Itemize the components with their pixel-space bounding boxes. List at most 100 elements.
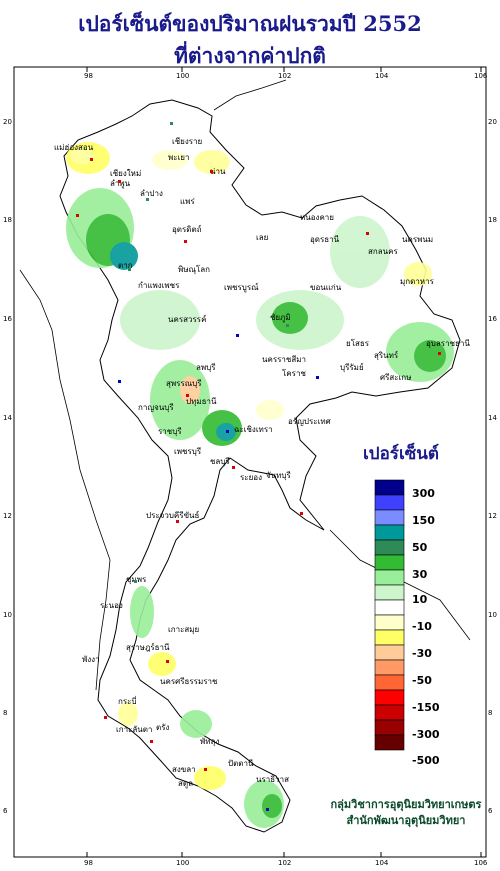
province-label: แพร่	[180, 197, 195, 206]
legend-swatch	[374, 584, 405, 601]
lat-tick-right: 10	[488, 611, 497, 619]
province-label: ปทุมธานี	[186, 397, 217, 406]
map-frame	[13, 66, 487, 858]
legend-swatch	[374, 539, 405, 556]
lon-tick-top: 102	[278, 72, 291, 80]
province-label: อุบลราชธานี	[426, 339, 470, 348]
province-label: ลำพูน	[110, 179, 131, 189]
province-label: ราชบุรี	[158, 427, 182, 436]
lon-tick-bottom: 98	[84, 859, 93, 867]
legend-color-bar	[374, 479, 405, 751]
province-label: จันทบุรี	[266, 471, 292, 480]
province-label: สตูล	[178, 779, 193, 789]
province-label: ลำปาง	[140, 189, 163, 198]
province-label: ชุมพร	[126, 575, 147, 584]
lat-tick-left: 14	[3, 414, 12, 422]
legend-swatch	[374, 479, 405, 496]
legend-swatch	[374, 629, 405, 646]
lat-tick-left: 12	[3, 512, 12, 520]
map-title-line1: เปอร์เซ็นต์ของปริมาณฝนรวมปี 2552	[78, 11, 422, 36]
province-label: กำแพงเพชร	[138, 281, 180, 290]
province-label: น่าน	[210, 167, 226, 176]
province-label: นราธิวาส	[256, 775, 289, 784]
province-labels: เชียงราย แม่ฮ่องสอน เชียงใหม่ พะเยา น่าน…	[54, 137, 470, 789]
province-label: อุตรดิตถ์	[172, 224, 202, 234]
lat-tick-left: 8	[3, 709, 7, 717]
lat-tick-left: 6	[3, 807, 8, 815]
province-label: ระยอง	[240, 473, 262, 482]
province-label: เลย	[256, 233, 268, 242]
lat-tick-right: 8	[488, 709, 492, 717]
province-label: เพชรบูรณ์	[224, 282, 259, 293]
lon-tick-bottom: 104	[375, 859, 389, 867]
province-label: พะเยา	[168, 153, 189, 162]
legend-swatch	[374, 659, 405, 676]
legend-title: เปอร์เซ็นต์	[363, 444, 439, 464]
lat-tick-right: 20	[488, 118, 497, 126]
legend-swatch	[374, 704, 405, 721]
province-label: โคราช	[282, 368, 306, 378]
province-label: นครศรีธรรมราช	[160, 677, 218, 686]
province-label: เกาะสมุย	[168, 625, 199, 634]
lat-tick-right: 14	[488, 414, 497, 422]
province-label: บุรีรัมย์	[340, 362, 364, 372]
credit-line1: กลุ่มวิชาการอุตุนิยมวิทยาเกษตร	[330, 798, 482, 811]
province-label: เกาะลันตา	[116, 725, 152, 734]
legend-swatch	[374, 689, 405, 706]
legend-label: -500	[412, 754, 440, 767]
province-label: ระนอง	[100, 601, 123, 610]
legend-swatch	[374, 494, 405, 511]
legend-label: 150	[412, 514, 435, 527]
province-label: ฉะเชิงเทรา	[234, 425, 273, 434]
lat-tick-left: 16	[3, 315, 12, 323]
credit-line2: สำนักพัฒนาอุตุนิยมวิทยา	[346, 814, 466, 827]
legend-swatch	[374, 719, 405, 736]
province-label: เชียงใหม่	[110, 169, 141, 178]
province-label: ปัตตานี	[228, 759, 254, 768]
lat-tick-right: 16	[488, 315, 497, 323]
legend-swatch	[374, 569, 405, 586]
province-label: หนองคาย	[300, 213, 334, 222]
lat-ticks: 20 18 16 14 12 10 8 6 20 18 16 14 12 10 …	[3, 118, 497, 815]
legend-label: -150	[412, 701, 440, 714]
map-title-line2: ที่ต่างจากค่าปกติ	[174, 43, 326, 68]
lat-tick-right: 6	[488, 807, 493, 815]
legend-label: 30	[412, 568, 428, 581]
province-label: สกลนคร	[368, 247, 398, 256]
legend-label: -50	[412, 674, 432, 687]
legend-label: 50	[412, 541, 428, 554]
lon-tick-top: 98	[84, 72, 93, 80]
lat-tick-left: 18	[3, 216, 12, 224]
province-label: ตรัง	[156, 723, 169, 732]
legend-swatch	[374, 599, 405, 616]
province-label: เชียงราย	[172, 137, 202, 146]
province-label: กาญจนบุรี	[138, 403, 174, 412]
province-label: นครสวรรค์	[168, 314, 206, 324]
legend-swatch	[374, 509, 405, 526]
lon-tick-bottom: 102	[278, 859, 291, 867]
province-label: นครราชสีมา	[262, 355, 306, 364]
lon-tick-bottom: 106	[474, 859, 488, 867]
legend-swatch	[374, 734, 405, 751]
province-label: พังงา	[82, 655, 100, 664]
province-label: มุกดาหาร	[400, 277, 435, 286]
lat-tick-right: 18	[488, 216, 497, 224]
province-label: อรัญประเทศ	[288, 417, 331, 426]
province-label: อุดรธานี	[310, 235, 340, 244]
station-markers	[76, 122, 441, 811]
province-label: นครพนม	[402, 235, 433, 244]
lon-tick-top: 106	[474, 72, 488, 80]
legend-label: -10	[412, 620, 432, 633]
legend-swatch	[374, 674, 405, 691]
province-label: ชัยภูมิ	[270, 313, 291, 323]
lat-tick-left: 10	[3, 611, 12, 619]
province-label: ประจวบคีรีขันธ์	[146, 510, 200, 520]
province-label: เพชรบุรี	[174, 447, 202, 456]
legend-swatch	[374, 614, 405, 631]
legend-label: -300	[412, 728, 440, 741]
legend-label: -30	[412, 647, 432, 660]
lon-tick-top: 100	[176, 72, 189, 80]
legend-labels: 300 150 50 30 10 -10 -30 -50 -150 -300 -…	[412, 487, 440, 767]
province-label: พิษณุโลก	[178, 264, 210, 274]
